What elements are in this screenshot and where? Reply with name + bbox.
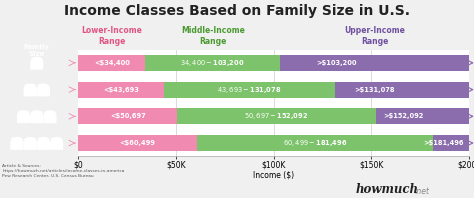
FancyBboxPatch shape: [18, 114, 29, 123]
Text: $43,693 - $131,078: $43,693 - $131,078: [217, 85, 281, 95]
Circle shape: [25, 138, 35, 141]
Text: Upper-Income
Range: Upper-Income Range: [344, 26, 405, 46]
Circle shape: [38, 84, 48, 88]
Circle shape: [18, 111, 28, 115]
FancyBboxPatch shape: [24, 141, 36, 149]
FancyBboxPatch shape: [37, 141, 49, 149]
Circle shape: [32, 57, 42, 61]
Text: <$43,693: <$43,693: [103, 87, 139, 93]
Text: >$181,496: >$181,496: [424, 140, 464, 146]
Bar: [197, 135, 433, 151]
Text: howmuch: howmuch: [356, 183, 419, 196]
FancyBboxPatch shape: [11, 141, 23, 149]
Circle shape: [45, 111, 55, 115]
Text: <$50,697: <$50,697: [110, 113, 146, 119]
Text: $34,400 - $103,200: $34,400 - $103,200: [181, 58, 245, 68]
FancyBboxPatch shape: [51, 141, 63, 149]
Bar: [78, 82, 164, 98]
Text: $50,697 - $152,092: $50,697 - $152,092: [245, 111, 309, 121]
Circle shape: [51, 138, 62, 141]
FancyBboxPatch shape: [24, 88, 36, 96]
Text: Middle-Income
Range: Middle-Income Range: [181, 26, 245, 46]
Text: <$60,499: <$60,499: [119, 140, 155, 146]
Text: Article & Sources:
https://howmuch.net/articles/income-classes-in-america
Pew Re: Article & Sources: https://howmuch.net/a…: [2, 164, 125, 178]
Text: .net: .net: [415, 187, 430, 196]
Text: Income Classes Based on Family Size in U.S.: Income Classes Based on Family Size in U…: [64, 4, 410, 18]
Bar: [78, 135, 197, 151]
X-axis label: Income ($): Income ($): [253, 171, 294, 180]
FancyBboxPatch shape: [31, 114, 43, 123]
FancyBboxPatch shape: [44, 114, 56, 123]
Bar: [177, 108, 375, 124]
Circle shape: [38, 138, 48, 141]
Text: Lower-Income
Range: Lower-Income Range: [82, 26, 142, 46]
Text: Family
Size: Family Size: [24, 44, 50, 57]
Circle shape: [12, 138, 22, 141]
Bar: [335, 82, 469, 98]
Bar: [280, 55, 469, 71]
Bar: [78, 55, 146, 71]
Bar: [375, 108, 469, 124]
Bar: [433, 135, 469, 151]
FancyBboxPatch shape: [31, 61, 43, 69]
Bar: [78, 108, 177, 124]
Text: $60,499 - $181,496: $60,499 - $181,496: [283, 138, 347, 148]
Bar: [146, 55, 280, 71]
Text: >$131,078: >$131,078: [355, 87, 395, 93]
Bar: [164, 82, 335, 98]
Text: <$34,400: <$34,400: [94, 60, 130, 66]
FancyBboxPatch shape: [37, 88, 49, 96]
Text: >$152,092: >$152,092: [383, 113, 424, 119]
Circle shape: [32, 111, 42, 115]
Text: >$103,200: >$103,200: [317, 60, 357, 66]
Circle shape: [25, 84, 35, 88]
